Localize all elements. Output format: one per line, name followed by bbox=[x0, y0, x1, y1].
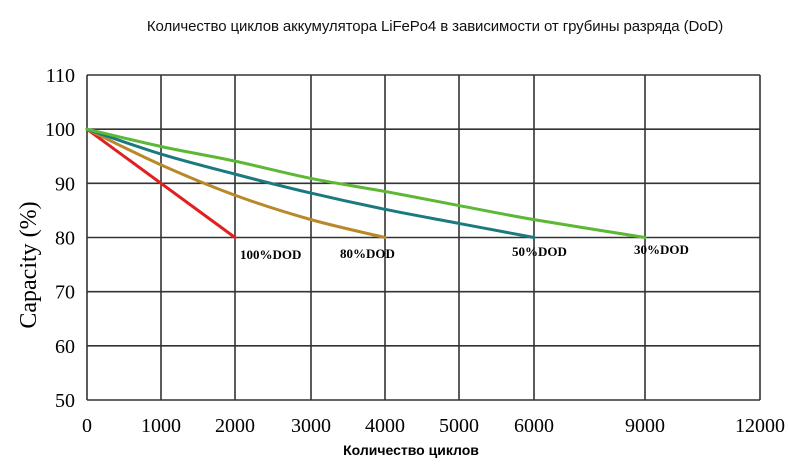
y-axis-ticks: 50 60 70 80 90 100 110 bbox=[45, 65, 75, 412]
series-label: 80%DOD bbox=[340, 246, 395, 261]
x-tick-label: 5000 bbox=[439, 415, 479, 437]
x-axis-label-text: Количество циклов bbox=[343, 442, 479, 458]
x-tick-label: 4000 bbox=[365, 415, 405, 437]
x-tick-label: 1000 bbox=[141, 415, 181, 437]
series-line-30dod bbox=[85, 127, 647, 239]
series-line-50dod bbox=[85, 127, 536, 239]
y-tick-label: 90 bbox=[55, 173, 75, 195]
x-tick-label: 12000 bbox=[735, 415, 785, 437]
chart-title-text: Количество циклов аккумулятора LiFePo4 в… bbox=[146, 18, 724, 35]
y-tick-label: 70 bbox=[55, 282, 75, 304]
grid-lines bbox=[86, 74, 761, 401]
x-tick-label: 3000 bbox=[291, 415, 331, 437]
series-labels: 100%DOD 80%DOD 50%DOD 30%DOD bbox=[240, 242, 689, 262]
y-tick-label: 50 bbox=[55, 390, 75, 412]
y-axis-label: Capacity (%) bbox=[16, 201, 42, 328]
series-line-100dod bbox=[85, 127, 237, 239]
y-tick-label: 100 bbox=[45, 119, 75, 141]
x-tick-label: 9000 bbox=[625, 415, 665, 437]
chart-title: Количество циклов аккумулятора LiFePo4 в… bbox=[0, 18, 790, 35]
x-tick-label: 6000 bbox=[514, 415, 554, 437]
series-line-80dod bbox=[85, 127, 387, 239]
data-series bbox=[85, 127, 647, 239]
y-tick-label: 60 bbox=[55, 336, 75, 358]
y-tick-label: 110 bbox=[46, 65, 75, 87]
x-tick-label: 0 bbox=[82, 415, 92, 437]
series-label: 50%DOD bbox=[512, 244, 567, 259]
x-axis-label: Количество циклов bbox=[0, 442, 790, 458]
series-label: 100%DOD bbox=[240, 247, 301, 262]
x-tick-label: 2000 bbox=[215, 415, 255, 437]
y-tick-label: 80 bbox=[55, 228, 75, 250]
series-label: 30%DOD bbox=[634, 242, 689, 257]
x-axis-ticks: 0 1000 2000 3000 4000 5000 6000 9000 12000 bbox=[82, 415, 785, 437]
